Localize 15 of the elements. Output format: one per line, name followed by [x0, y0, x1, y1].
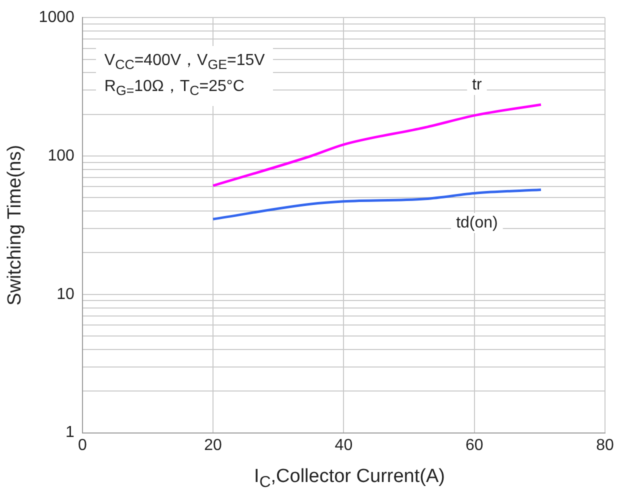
x-tick-label: 60	[465, 436, 484, 454]
y-tick-label: 1000	[38, 9, 74, 26]
x-tick-label: 20	[204, 436, 222, 454]
annotation: td(on)	[456, 214, 498, 232]
annotation: tr	[472, 76, 483, 94]
y-tick-label: 1	[65, 424, 74, 442]
y-tick-label: 10	[56, 286, 74, 303]
x-tick-label: 40	[334, 436, 353, 454]
x-tick-label: 0	[78, 436, 87, 454]
y-axis-title: Switching Time(ns)	[4, 144, 26, 306]
line-series	[212, 103, 542, 187]
x-axis-title: I$_{C}$,Collector Current(A)	[253, 466, 446, 492]
y-tick-label: 100	[48, 147, 74, 164]
x-tick-label: 80	[596, 436, 614, 454]
text: V$_{CC}$=400V，V$_{GE}$=15V R$_{G=}$10Ω，T$_{C}$=25°C	[104, 52, 265, 98]
